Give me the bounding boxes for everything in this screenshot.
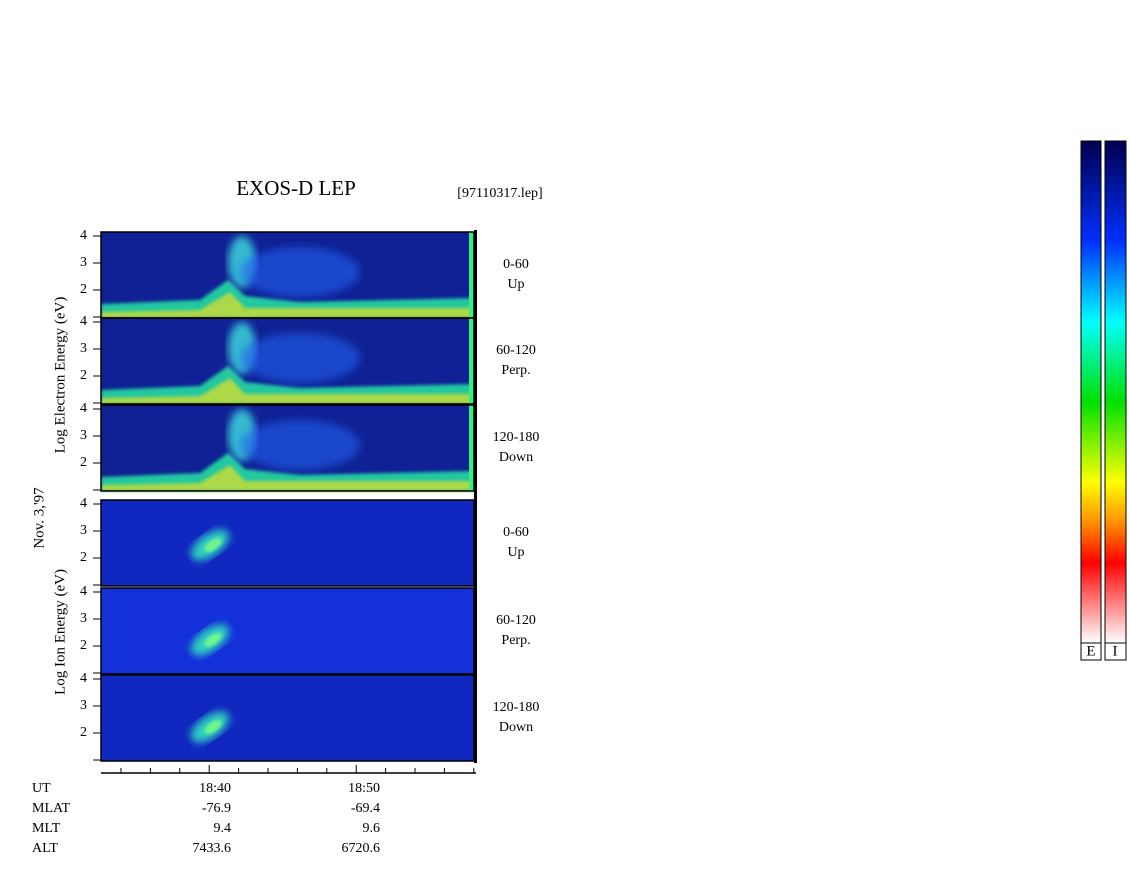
y-tick-label: 3 <box>80 523 87 538</box>
y-tick-label: 4 <box>80 496 87 511</box>
ion-beam-core <box>204 719 222 735</box>
y-tick-label: 3 <box>80 341 87 356</box>
panel-direction: Up <box>507 277 524 292</box>
electron-axis-label: Log Electron Energy (eV) <box>52 297 68 454</box>
panel-range: 0-60 <box>503 257 529 272</box>
row-value: 9.4 <box>214 821 232 836</box>
panel-direction: Down <box>499 450 533 465</box>
file-name: [97110317.lep] <box>457 186 542 201</box>
row-value: -69.4 <box>351 801 380 816</box>
y-tick-label: 4 <box>80 671 87 686</box>
row-value: 7433.6 <box>193 841 232 856</box>
edge-strip <box>469 405 474 491</box>
y-tick-label: 3 <box>80 428 87 443</box>
arc <box>240 420 360 470</box>
panel-direction: Perp. <box>501 633 530 648</box>
colorbar-i <box>1104 140 1127 644</box>
panel-direction: Perp. <box>501 363 530 378</box>
panel-range: 60-120 <box>496 343 536 358</box>
panel-range: 120-180 <box>493 430 540 445</box>
panel-edge <box>474 230 477 763</box>
row-value: 18:50 <box>348 781 380 796</box>
y-tick-label: 2 <box>80 638 87 653</box>
y-tick-label: 3 <box>80 255 87 270</box>
colorbar-label-box <box>1104 642 1127 661</box>
row-value: 18:40 <box>199 781 231 796</box>
row-value: -76.9 <box>202 801 231 816</box>
y-tick-label: 2 <box>80 368 87 383</box>
y-tick-label: 4 <box>80 314 87 329</box>
low-energy-core <box>101 465 474 491</box>
spectrogram-panels <box>101 232 474 761</box>
y-tick-label: 2 <box>80 725 87 740</box>
edge-strip <box>469 318 474 404</box>
panel-background <box>101 675 474 761</box>
low-energy-core <box>101 292 474 318</box>
row-label: UT <box>32 781 51 796</box>
ion-axis-label: Log Ion Energy (eV) <box>52 569 68 695</box>
y-tick-label: 3 <box>80 698 87 713</box>
panel-range: 60-120 <box>496 613 536 628</box>
y-tick-label: 2 <box>80 550 87 565</box>
date-label: Nov. 3,'97 <box>31 487 47 549</box>
row-label: MLT <box>32 821 61 836</box>
row-label: MLAT <box>32 801 71 816</box>
panel-direction: Down <box>499 720 533 735</box>
low-energy-core <box>101 378 474 404</box>
y-tick-label: 4 <box>80 228 87 243</box>
y-tick-label: 4 <box>80 584 87 599</box>
y-tick-label: 2 <box>80 282 87 297</box>
ion-beam-core <box>204 632 222 648</box>
arc <box>240 333 360 383</box>
y-tick-label: 3 <box>80 611 87 626</box>
ion-beam-core <box>204 537 222 553</box>
colorbar-e <box>1080 140 1102 644</box>
panel-range: 0-60 <box>503 525 529 540</box>
panel-range: 120-180 <box>493 700 540 715</box>
colorbar-label-box <box>1080 642 1102 661</box>
y-tick-label: 4 <box>80 401 87 416</box>
edge-strip <box>469 232 474 318</box>
row-label: ALT <box>32 841 58 856</box>
arc <box>240 247 360 297</box>
panel-background <box>101 588 474 674</box>
row-value: 9.6 <box>363 821 381 836</box>
y-tick-label: 2 <box>80 455 87 470</box>
panel-direction: Up <box>507 545 524 560</box>
colorbar-label: E <box>1086 643 1095 659</box>
row-value: 6720.6 <box>342 841 381 856</box>
title: EXOS-D LEP <box>236 176 356 200</box>
panel-background <box>101 500 474 586</box>
axes: 2 3 4 0-60 Up 2 3 4 60-120 Perp. 2 3 4 120-180 Down 2 3 4… <box>32 228 539 856</box>
colorbar-label: I <box>1113 643 1118 659</box>
